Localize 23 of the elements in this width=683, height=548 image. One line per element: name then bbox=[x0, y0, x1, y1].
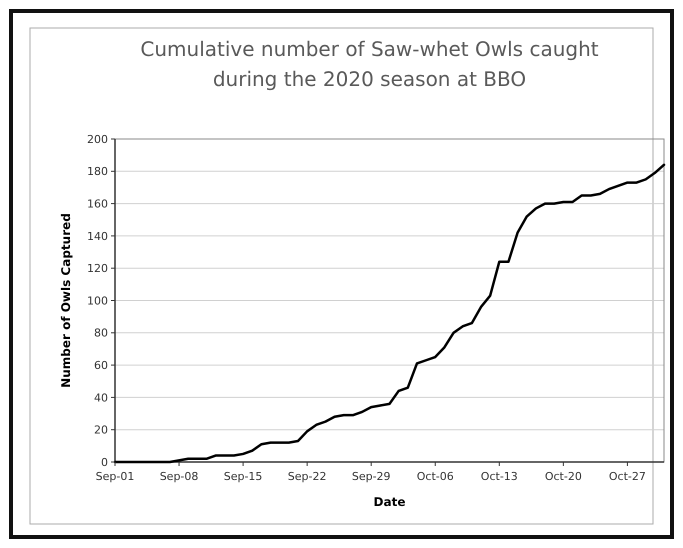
x-tick-label: Oct-06 bbox=[416, 470, 454, 483]
y-tick-label: 40 bbox=[94, 391, 108, 404]
y-axis-title: Number of Owls Captured bbox=[59, 213, 73, 388]
x-tick-label: Sep-01 bbox=[96, 470, 134, 483]
y-tick-label: 180 bbox=[87, 165, 108, 178]
y-tick-label: 20 bbox=[94, 424, 108, 437]
x-tick-label: Sep-22 bbox=[288, 470, 326, 483]
x-tick-label: Sep-08 bbox=[160, 470, 198, 483]
x-tick-label: Oct-20 bbox=[544, 470, 582, 483]
x-tick-label: Sep-15 bbox=[224, 470, 262, 483]
y-tick-label: 80 bbox=[94, 326, 108, 340]
y-tick-label: 120 bbox=[87, 262, 108, 276]
y-tick-label: 0 bbox=[101, 456, 108, 469]
x-tick-label: Oct-13 bbox=[480, 470, 518, 483]
x-tick-label: Sep-29 bbox=[352, 470, 391, 483]
y-tick-label: 60 bbox=[94, 358, 108, 372]
x-tick-label: Oct-27 bbox=[608, 470, 646, 483]
x-axis-title: Date bbox=[374, 495, 406, 509]
y-tick-label: 140 bbox=[87, 230, 108, 243]
y-tick-label: 160 bbox=[87, 197, 108, 210]
chart-title: Cumulative number of Saw-whet Owls caught during the 2020 season at BBO bbox=[140, 37, 599, 91]
y-tick-label: 200 bbox=[87, 132, 108, 146]
y-tick-label: 100 bbox=[87, 294, 108, 308]
